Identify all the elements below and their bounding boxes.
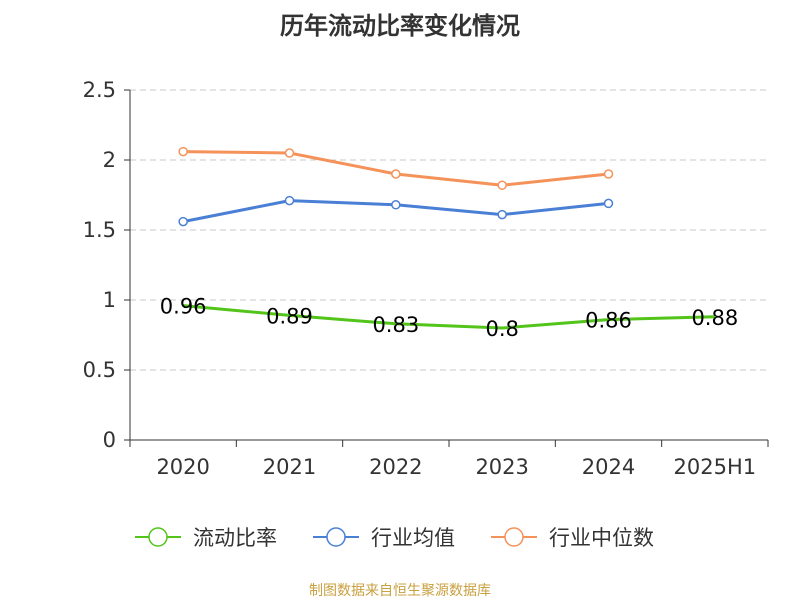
x-tick-label: 2021 [263,455,316,479]
legend-marker-2 [504,527,524,547]
series-2-point [497,180,507,190]
y-tick-label: 2 [103,148,116,172]
x-tick-label: 2025H1 [674,455,757,479]
x-tick-label: 2022 [369,455,422,479]
y-tick-label: 0 [103,428,116,452]
x-tick-label: 2024 [582,455,635,479]
chart-title: 历年流动比率变化情况 [280,12,520,40]
data-label: 0.96 [160,295,207,319]
data-label: 0.8 [485,317,518,341]
series-1-point [603,198,614,209]
series-line-2 [183,150,609,187]
y-tick-label: 2.5 [83,78,116,102]
y-tick-label: 1 [103,288,116,312]
y-tick-label: 0.5 [83,358,116,382]
series-line-0 [183,304,715,330]
legend-label-2: 行业中位数 [549,526,654,550]
x-tick-label: 2020 [156,455,209,479]
data-label: 0.83 [372,313,419,337]
legend-label-0: 流动比率 [193,526,277,550]
legend-marker-1 [326,527,346,547]
data-label: 0.89 [266,304,313,328]
series-1-point [178,216,188,227]
x-tick-label: 2023 [475,455,528,479]
legend-marker-0 [148,527,168,547]
series-1-point [284,195,295,206]
series-2-point [603,169,614,179]
y-tick-label: 1.5 [83,218,116,242]
series-1-point [391,200,401,210]
series-2-point [284,148,295,158]
series-1-point [497,209,507,220]
series-2-point [391,169,401,179]
data-source-note: 制图数据来自恒生聚源数据库 [309,583,491,599]
series-2-point [178,146,188,157]
data-label: 0.86 [585,309,632,333]
data-label: 0.88 [691,306,738,330]
legend-label-1: 行业均值 [371,526,455,550]
